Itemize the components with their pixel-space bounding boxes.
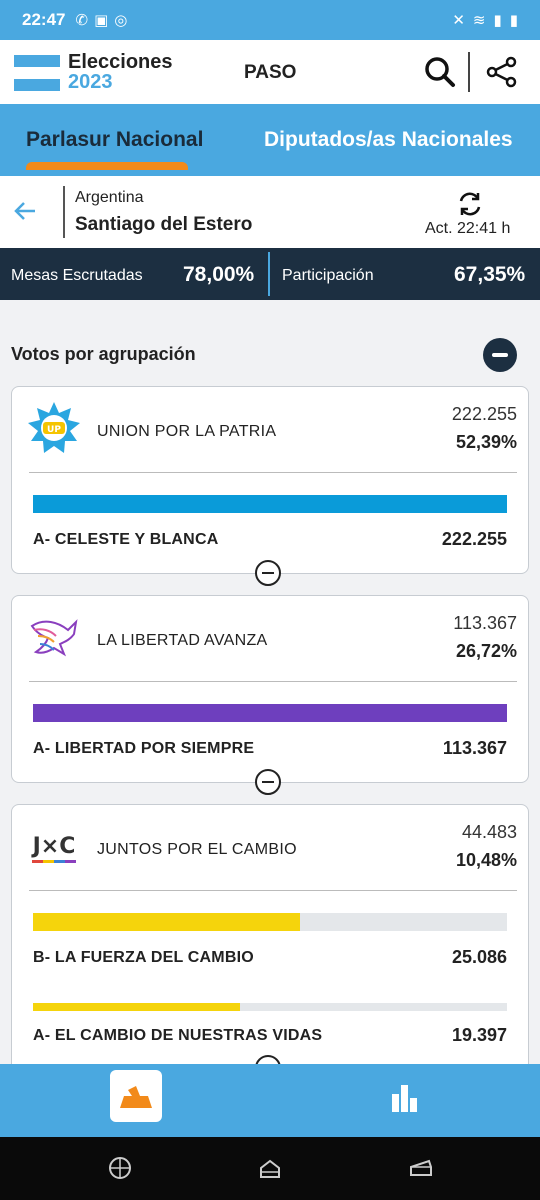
nav-ballot-button[interactable] — [110, 1070, 162, 1122]
party-votes: 222.255 — [451, 404, 517, 424]
list-votes: 19.397 — [451, 1025, 507, 1045]
brand-line1: Elecciones — [68, 51, 173, 73]
signal-icon: ▮ — [493, 12, 502, 29]
system-back-button[interactable] — [408, 1155, 434, 1181]
section-title: Votos por agrupación — [11, 344, 196, 364]
party-name: UNION POR LA PATRIA — [97, 423, 277, 440]
mute-icon: ✕ — [452, 12, 465, 29]
location-province: Santiago del Estero — [75, 214, 253, 235]
share-icon — [486, 56, 517, 88]
party-votes: 44.483 — [461, 822, 517, 842]
ballot-box-icon — [120, 1086, 152, 1108]
location-divider — [63, 186, 65, 238]
list-bar-track — [33, 913, 507, 931]
tab-diputados-nacionales[interactable]: Diputados/as Nacionales — [264, 128, 513, 151]
party-name: JUNTOS POR EL CAMBIO — [97, 841, 297, 858]
list-bar-fill — [33, 1003, 240, 1011]
list-name: B- LA FUERZA DEL CAMBIO — [33, 949, 254, 966]
tab-parlasur-nacional[interactable]: Parlasur Nacional — [26, 128, 204, 151]
party-percent: 26,72% — [455, 641, 517, 661]
search-icon — [425, 57, 455, 87]
active-tab-indicator — [26, 162, 188, 170]
argentina-flag-icon — [14, 55, 60, 91]
back-button[interactable] — [12, 198, 38, 224]
system-home-button[interactable] — [257, 1155, 283, 1181]
cheese-icon — [410, 1159, 432, 1176]
participacion-value: 67,35% — [454, 263, 526, 286]
collapse-card-button[interactable] — [255, 769, 281, 795]
party-name: LA LIBERTAD AVANZA — [97, 632, 268, 649]
arrow-left-icon — [14, 202, 35, 220]
refresh-icon — [459, 192, 481, 216]
nav-stats-button[interactable] — [390, 1082, 420, 1112]
system-apps-button[interactable] — [107, 1155, 133, 1181]
header-divider — [468, 52, 470, 92]
jxc-logo-text: J×C — [31, 834, 76, 859]
gallery-icon: ▣ — [94, 12, 109, 29]
mesas-label: Mesas Escrutadas — [11, 267, 143, 284]
party-card: J×C JUNTOS POR EL CAMBIO 44.483 10,48% B… — [11, 804, 529, 1104]
page-title: PASO — [244, 62, 297, 83]
stats-bar: Mesas Escrutadas 78,00% Participación 67… — [0, 248, 540, 300]
list-bar-fill — [33, 495, 507, 513]
party-votes: 113.367 — [453, 613, 517, 633]
list-name: A- EL CAMBIO DE NUESTRAS VIDAS — [33, 1027, 323, 1044]
cake-icon — [260, 1159, 280, 1178]
whatsapp-icon: ✆ — [75, 12, 89, 29]
location-country: Argentina — [75, 189, 144, 206]
battery-icon: ▮ — [509, 12, 518, 29]
union-por-la-patria-logo: UP — [24, 399, 84, 459]
collapse-all-button[interactable] — [483, 338, 517, 372]
basketball-icon — [109, 1157, 131, 1179]
brand-line2: 2023 — [68, 71, 113, 93]
bar-chart-icon — [392, 1085, 417, 1112]
status-time: 22:47 — [22, 10, 66, 29]
list-name: A- LIBERTAD POR SIEMPRE — [33, 740, 255, 757]
la-libertad-avanza-logo — [24, 608, 84, 668]
party-percent: 52,39% — [455, 432, 517, 452]
up-logo-text: UP — [47, 425, 61, 435]
list-bar-fill — [33, 704, 507, 722]
collapse-card-button[interactable] — [255, 560, 281, 586]
system-navigation-bar — [0, 1137, 540, 1200]
status-bar: 22:47 ✆ ▣ ◎ ✕ ≋ ▮ ▮ — [0, 0, 540, 40]
stats-divider — [268, 252, 270, 296]
list-votes: 222.255 — [441, 529, 507, 549]
share-button[interactable] — [484, 54, 520, 90]
refresh-button[interactable] — [456, 190, 484, 218]
party-card: LA LIBERTAD AVANZA 113.367 26,72% A- LIB… — [11, 595, 529, 795]
participacion-label: Participación — [282, 267, 374, 284]
app-header: Elecciones 2023 PASO — [0, 40, 540, 104]
location-bar: Argentina Santiago del Estero Act. 22:41… — [0, 176, 540, 248]
list-bar-fill — [33, 913, 301, 931]
card-divider — [29, 890, 517, 891]
juntos-por-el-cambio-logo: J×C — [24, 817, 84, 877]
search-button[interactable] — [422, 54, 458, 90]
mesas-value: 78,00% — [183, 263, 255, 286]
messenger-icon: ◎ — [114, 12, 128, 29]
list-name: A- CELESTE Y BLANCA — [33, 531, 219, 548]
card-divider — [29, 472, 517, 473]
list-bar-track — [33, 1003, 507, 1011]
list-bar-track — [33, 704, 507, 722]
list-votes: 113.367 — [442, 738, 507, 758]
list-bar-track — [33, 495, 507, 513]
wifi-icon: ≋ — [472, 12, 486, 29]
bottom-navigation — [0, 1064, 540, 1137]
last-updated: Act. 22:41 h — [425, 220, 511, 237]
card-divider — [29, 681, 517, 682]
list-votes: 25.086 — [451, 947, 507, 967]
party-card: UP UNION POR LA PATRIA 222.255 52,39% A-… — [11, 386, 529, 586]
app-brand: Elecciones 2023 — [68, 52, 173, 92]
party-percent: 10,48% — [455, 850, 517, 870]
